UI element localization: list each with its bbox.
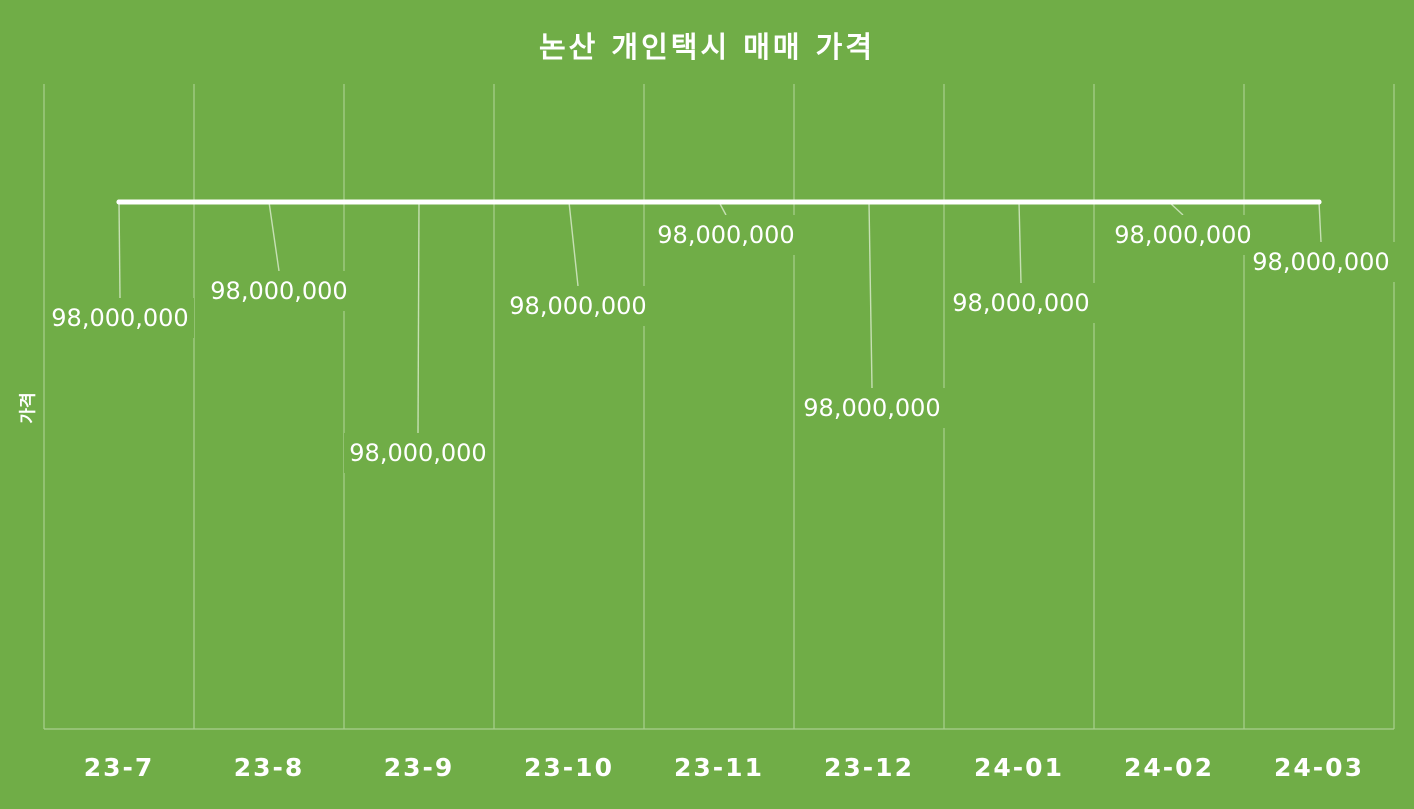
- data-label-leader: [417, 201, 420, 434]
- data-label-leader: [1018, 201, 1022, 284]
- data-point: [1166, 199, 1172, 205]
- data-label-box: [798, 388, 946, 428]
- data-label: 98,000,000: [657, 221, 794, 249]
- data-label: 98,000,000: [1114, 221, 1251, 249]
- data-label: 98,000,000: [509, 292, 646, 320]
- data-point: [1016, 199, 1022, 205]
- data-label-box: [205, 271, 353, 311]
- data-point: [716, 199, 722, 205]
- data-label-leader: [118, 201, 121, 299]
- x-tick-label: 23-10: [524, 753, 614, 782]
- data-label-leader: [568, 201, 579, 287]
- x-tick-label: 23-11: [674, 753, 764, 782]
- data-point: [116, 199, 122, 205]
- data-label-box: [1109, 215, 1257, 255]
- data-label-leader: [868, 201, 873, 389]
- data-point: [416, 199, 422, 205]
- data-label-box: [46, 298, 194, 338]
- data-label-leader: [1318, 201, 1322, 243]
- data-point: [566, 199, 572, 205]
- data-label-box: [1247, 242, 1395, 282]
- data-label-box: [947, 283, 1095, 323]
- x-tick-label: 23-7: [84, 753, 155, 782]
- data-label-leader: [268, 201, 280, 272]
- data-label: 98,000,000: [952, 289, 1089, 317]
- chart-title: 논산 개인택시 매매 가격: [538, 30, 876, 64]
- data-label: 98,000,000: [1252, 248, 1389, 276]
- data-point: [1316, 199, 1322, 205]
- data-label: 98,000,000: [210, 277, 347, 305]
- x-tick-label: 24-02: [1124, 753, 1214, 782]
- x-tick-label: 23-9: [384, 753, 455, 782]
- data-label: 98,000,000: [349, 439, 486, 467]
- data-point: [866, 199, 872, 205]
- data-label: 98,000,000: [51, 304, 188, 332]
- data-label-box: [344, 433, 492, 473]
- data-label: 98,000,000: [803, 394, 940, 422]
- x-tick-label: 24-03: [1274, 753, 1364, 782]
- data-label-box: [652, 215, 800, 255]
- data-point: [266, 199, 272, 205]
- x-tick-label: 23-8: [234, 753, 305, 782]
- x-tick-label: 23-12: [824, 753, 914, 782]
- x-tick-label: 24-01: [974, 753, 1064, 782]
- data-label-box: [504, 286, 652, 326]
